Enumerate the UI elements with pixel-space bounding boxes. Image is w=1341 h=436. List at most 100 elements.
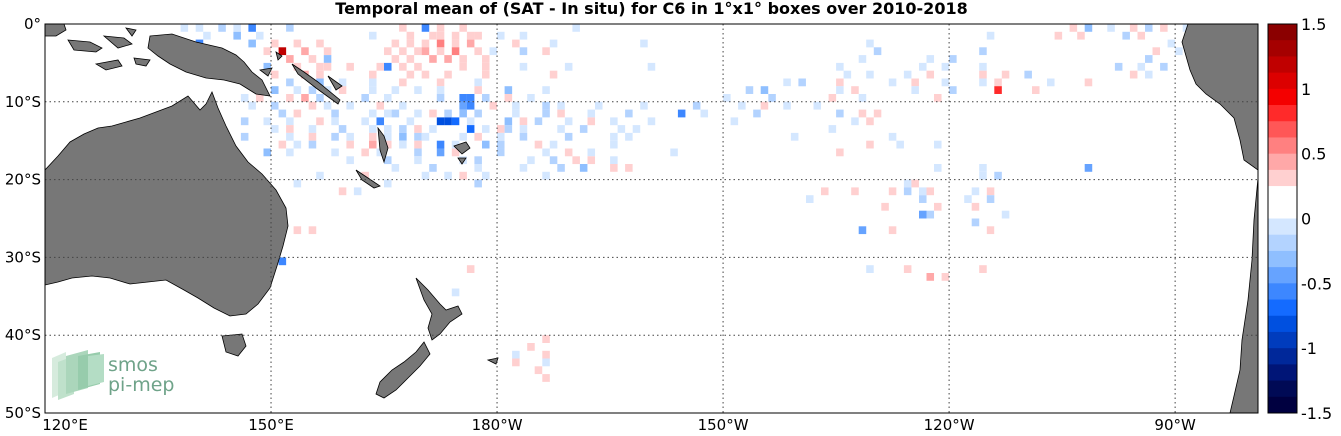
data-cell [549, 156, 558, 165]
data-cell [451, 148, 460, 157]
data-cell [293, 226, 302, 235]
data-cell [369, 70, 377, 79]
data-cell [534, 117, 543, 126]
data-cell [549, 132, 558, 141]
data-cell [512, 39, 520, 48]
data-cell [308, 132, 317, 141]
data-cell [263, 47, 272, 56]
colorbar-swatch [1268, 153, 1297, 171]
data-cell [979, 47, 987, 56]
data-cell [926, 273, 935, 281]
data-cell [1137, 62, 1146, 71]
data-cell [436, 140, 445, 149]
data-cell [1114, 62, 1123, 71]
data-cell [617, 125, 626, 133]
data-cell [466, 39, 475, 48]
data-cell [971, 187, 980, 196]
data-cell [346, 62, 354, 71]
data-cell [572, 156, 580, 165]
data-cell [783, 86, 791, 94]
data-cell [384, 109, 392, 118]
data-cell [941, 62, 950, 71]
data-cell [482, 62, 490, 71]
data-cell [474, 31, 482, 40]
colorbar-frame [1267, 23, 1298, 414]
data-cell [564, 117, 573, 126]
data-cell [542, 374, 550, 382]
data-cell [466, 125, 475, 133]
data-cell [429, 125, 437, 133]
data-cell [994, 171, 1002, 180]
colorbar-labels: 1.5 1 0.5 0 -0.5 -1 -1.5 [1301, 15, 1332, 423]
colorbar-tick-label: 0 [1301, 210, 1311, 229]
lat-tick-label: 0° [24, 15, 41, 33]
data-cell [504, 117, 513, 126]
data-cell [632, 156, 641, 165]
data-cell [625, 164, 633, 172]
data-cell [527, 86, 535, 94]
data-cell [391, 171, 400, 180]
data-cell [994, 86, 1002, 94]
data-cell [308, 125, 317, 133]
data-cell [625, 132, 633, 141]
data-cell [361, 117, 369, 126]
data-cell [316, 78, 324, 87]
colorbar-swatch [1268, 267, 1297, 284]
data-cell [369, 55, 377, 63]
data-cell [421, 78, 430, 87]
latitude-labels: 0° 10°S 20°S 30°S 40°S 50°S [5, 15, 41, 422]
data-cell [888, 62, 897, 71]
data-cell [1137, 31, 1146, 40]
data-cell [1175, 47, 1183, 56]
data-cell [873, 86, 882, 94]
data-cell [338, 125, 347, 133]
data-cell [640, 101, 648, 110]
data-cell [399, 24, 407, 32]
colorbar-swatch [1268, 202, 1297, 219]
data-cell [346, 101, 354, 110]
data-cell [240, 94, 249, 102]
data-cell [323, 125, 332, 133]
data-cell [278, 257, 287, 266]
data-cell [1145, 24, 1153, 32]
data-cell [180, 24, 189, 32]
lat-tick-label: 30°S [5, 248, 41, 266]
data-cell [384, 94, 392, 102]
data-cell [881, 101, 889, 110]
data-cell [994, 226, 1002, 235]
data-cell [421, 70, 430, 79]
colorbar-swatch [1268, 105, 1297, 122]
data-cell [873, 109, 882, 118]
data-cell [572, 39, 580, 48]
data-cell [790, 132, 799, 141]
data-cell [881, 202, 889, 211]
data-cell [474, 47, 482, 56]
data-cell [293, 101, 302, 110]
data-cell [986, 226, 995, 235]
data-cell [316, 62, 324, 71]
data-cell [414, 140, 422, 149]
data-cell [542, 109, 550, 118]
data-cell [579, 101, 588, 110]
data-cell [308, 226, 317, 235]
lon-tick-label: 150°E [248, 416, 294, 434]
data-cell [1129, 24, 1138, 32]
data-cell [429, 148, 437, 157]
data-cell [557, 101, 565, 110]
data-cell [1069, 24, 1078, 32]
data-cell [203, 31, 211, 40]
data-cell [384, 140, 392, 149]
data-cell [346, 117, 354, 126]
data-cell [949, 86, 957, 94]
data-cell [391, 39, 400, 48]
data-cell [677, 109, 686, 118]
data-cell [753, 109, 761, 118]
data-cell [1024, 70, 1032, 79]
data-cell [1160, 55, 1168, 63]
data-cell [331, 117, 339, 126]
data-cell [738, 101, 746, 110]
data-cell [323, 47, 332, 56]
data-cell [286, 132, 294, 141]
data-cell [610, 117, 618, 126]
data-cell [338, 86, 347, 94]
